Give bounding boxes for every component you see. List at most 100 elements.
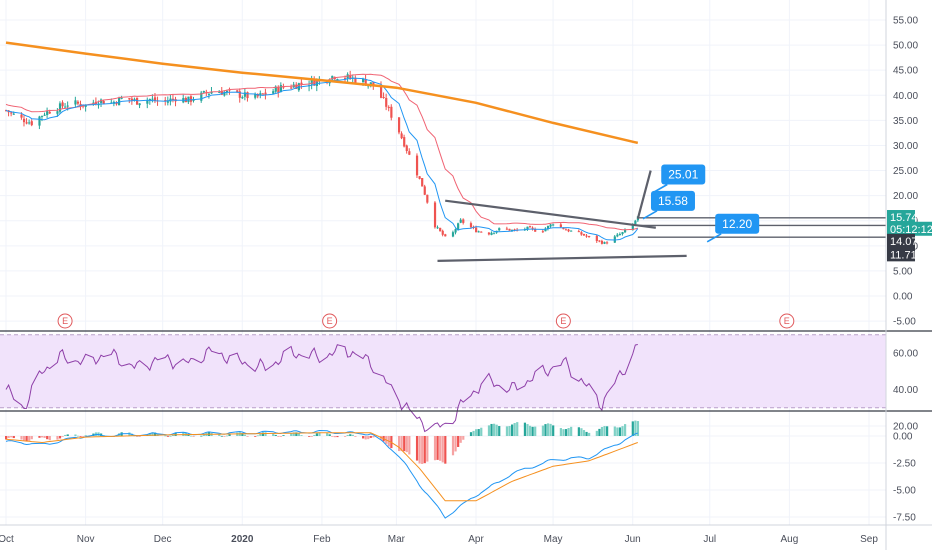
candle-body: [166, 101, 170, 103]
callout-15-58: 15.58: [642, 190, 695, 220]
candle-body: [102, 100, 105, 104]
candle-body: [171, 98, 175, 100]
candle-body: [531, 227, 534, 229]
candle-body: [246, 92, 249, 99]
candle-body: [74, 100, 77, 105]
candle-body: [10, 112, 13, 114]
macd-histogram-bar: [606, 426, 609, 436]
candle-body: [426, 194, 429, 203]
candle-body: [618, 234, 622, 236]
candle-body: [379, 85, 383, 98]
candle-body: [118, 97, 121, 106]
macd-histogram-bar: [634, 420, 637, 436]
candle-body: [133, 98, 136, 100]
candle-body: [534, 229, 537, 232]
macd-histogram-bar: [264, 432, 267, 436]
macd-histogram-bar: [631, 421, 634, 436]
horizontal-levels[interactable]: [637, 217, 886, 238]
macd-histogram-bar: [79, 436, 82, 437]
candle-body: [487, 232, 491, 235]
macd-histogram-bar: [595, 430, 598, 436]
time-tick-label: 2020: [231, 534, 254, 545]
macd-histogram-bar: [202, 434, 205, 436]
trendline: [437, 254, 687, 262]
rsi-tick-label: 60.00: [893, 349, 918, 360]
macd-histogram-bar: [272, 433, 275, 436]
macd-histogram-bar: [20, 436, 23, 440]
macd-histogram-bar: [164, 435, 167, 437]
candle-body: [462, 219, 465, 223]
macd-histogram-bar: [151, 432, 154, 436]
macd-histogram-bar: [349, 434, 352, 436]
macd-histogram-bar: [241, 433, 244, 436]
candle-body: [528, 226, 532, 228]
macd-histogram-bar: [490, 423, 493, 436]
macd-histogram-bar: [523, 422, 527, 436]
price-axis[interactable]: 55.00 50.00 45.00 40.00 35.00 30.00 25.00 20.00…: [893, 16, 918, 524]
macd-tick-label: -2.50: [893, 459, 916, 470]
macd-histogram-bar: [505, 426, 509, 436]
candle-body: [331, 75, 334, 80]
macd-histogram-bar: [562, 429, 565, 436]
macd-histogram-bar: [585, 431, 588, 436]
macd-histogram-bar: [351, 434, 354, 436]
macd-histogram-bar: [603, 426, 606, 436]
macd-histogram-bar: [369, 436, 372, 438]
macd-histogram-bar: [408, 436, 411, 455]
time-axis[interactable]: Oct Nov Dec 2020 Feb Mar Apr May Jun Jul Aug Sep: [0, 534, 878, 545]
callout-pointer: [642, 210, 658, 220]
macd-histogram-bar: [462, 436, 465, 440]
macd-histogram-bar: [367, 436, 370, 440]
trendlines[interactable]: [437, 170, 687, 262]
candle-body: [477, 231, 480, 233]
price-badge-level: 11.71: [887, 247, 917, 262]
moving-averages: [5, 41, 639, 241]
macd-histogram-bar: [318, 432, 321, 436]
time-tick-label: Apr: [468, 534, 484, 545]
price-tick-label: 30.00: [893, 141, 918, 152]
candle-body: [385, 97, 388, 107]
macd-histogram-bar: [598, 428, 601, 436]
candle-body: [189, 96, 193, 102]
candle-body: [595, 235, 598, 242]
macd-histogram-bar: [421, 436, 424, 464]
candle-body: [364, 78, 367, 86]
candle-body: [570, 230, 573, 232]
moving-average-slow: [5, 41, 639, 145]
macd-histogram-bar: [495, 424, 498, 436]
candle-body: [621, 232, 624, 235]
candle-body: [40, 115, 44, 117]
macd-histogram-bar: [277, 436, 280, 437]
candle-body: [153, 97, 157, 102]
earnings-label: E: [784, 316, 790, 326]
candle-body: [400, 133, 403, 139]
candle-body: [120, 97, 123, 99]
candle-body: [310, 78, 313, 85]
macd-histogram-bar: [362, 436, 365, 439]
macd-histogram-bar: [618, 427, 622, 436]
earnings-marker: E: [779, 313, 795, 329]
macd-histogram-bar: [621, 426, 624, 436]
macd-histogram-bar: [480, 427, 483, 436]
candle-body: [433, 202, 437, 228]
macd-histogram-bar: [444, 436, 447, 464]
macd-histogram-bar: [528, 425, 532, 436]
price-badge-box: [887, 210, 915, 225]
macd-histogram-bar: [46, 436, 49, 440]
candle-body: [397, 117, 401, 133]
candle-body: [444, 234, 447, 237]
macd-histogram-bar: [510, 424, 514, 436]
earnings-label: E: [62, 316, 68, 326]
macd-histogram-bar: [441, 436, 444, 463]
macd-histogram-bar: [282, 435, 285, 436]
macd-histogram-bar: [225, 435, 229, 437]
candle-body: [490, 232, 493, 235]
candle-body: [259, 93, 262, 96]
macd-histogram-bar: [508, 425, 511, 436]
price-callouts[interactable]: 25.01 15.58 12.20: [642, 164, 760, 243]
price-tick-label: 20.00: [893, 191, 918, 202]
candle-body: [128, 98, 131, 100]
